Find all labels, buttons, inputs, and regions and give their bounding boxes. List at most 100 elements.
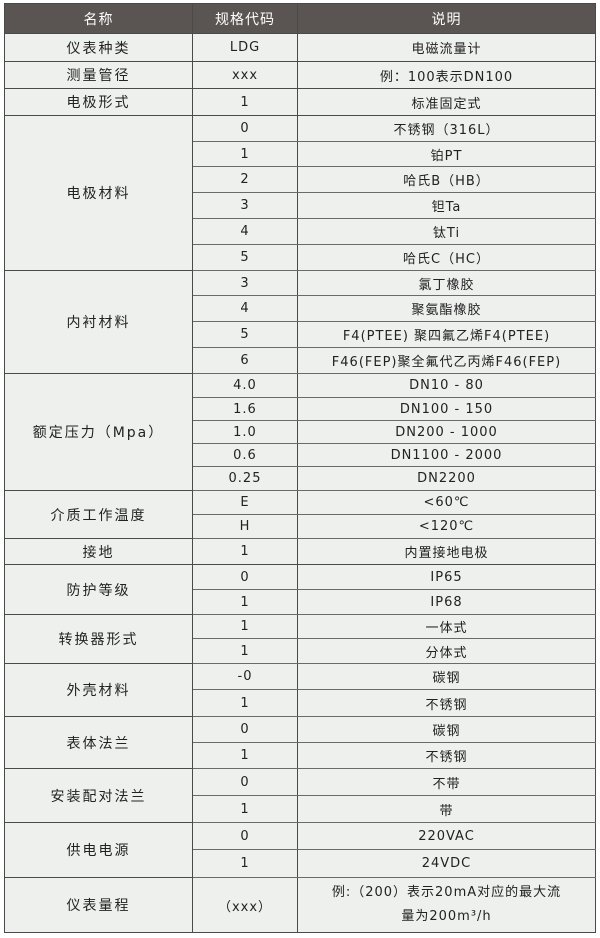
spec-desc-cell: DN2200 — [297, 466, 596, 491]
spec-name-cell: 外壳材料 — [4, 663, 193, 717]
spec-code-cell: 3 — [192, 270, 298, 296]
header-desc: 说明 — [297, 3, 596, 34]
spec-desc-cell: IP68 — [297, 589, 596, 615]
spec-code-cell: xxx — [192, 61, 298, 89]
spec-code-cell: 1.0 — [192, 420, 298, 444]
table-row: 仪表种类 LDG 电磁流量计 — [4, 33, 596, 62]
header-row: 名称 规格代码 说明 — [4, 3, 596, 34]
spec-code-cell: 1 — [192, 849, 298, 878]
table-row: 0.25 DN2200 — [5, 466, 596, 491]
spec-code-cell: LDG — [192, 33, 298, 62]
spec-desc-cell: 钛Ti — [297, 218, 596, 245]
spec-desc-cell: 标准固定式 — [297, 88, 596, 116]
spec-code-cell: 5 — [192, 321, 298, 348]
spec-name-cell: 仪表量程 — [4, 877, 193, 933]
spec-desc-cell: 一体式 — [297, 614, 596, 639]
spec-code-cell: 1 — [192, 614, 298, 639]
spec-code-cell: E — [192, 490, 298, 515]
table-row: 供电电源 0 220VAC — [4, 822, 596, 878]
spec-code-cell: H — [192, 514, 298, 539]
spec-desc-cell: IP65 — [297, 564, 596, 590]
table-row: 电极形式 1 标准固定式 — [4, 88, 596, 116]
spec-desc-cell: 聚氨酯橡胶 — [297, 295, 596, 322]
spec-code-cell: 1 — [192, 538, 298, 565]
spec-desc-cell: 不锈钢 — [297, 689, 596, 717]
spec-code-cell: 0 — [192, 716, 298, 743]
spec-name-cell: 安装配对法兰 — [4, 768, 193, 823]
spec-name-cell: 接地 — [4, 538, 193, 565]
spec-desc-cell: 例：100表示DN100 — [297, 61, 596, 89]
table-row: 转换器形式 1 一体式 — [4, 614, 596, 664]
spec-desc-cell: DN1100 - 2000 — [297, 443, 596, 467]
spec-desc-cell: 例:（200）表示20mA对应的最大流量为200m³/h — [297, 877, 596, 933]
spec-name-cell: 内衬材料 — [4, 270, 193, 374]
spec-desc-cell: F46(FEP)聚全氟代乙丙烯F46(FEP) — [297, 347, 596, 374]
table-row: 电极材料 0 不锈钢（316L） — [4, 115, 596, 271]
spec-name-cell: 电极材料 — [4, 115, 193, 271]
spec-code-cell: 0 — [192, 768, 298, 796]
spec-name-cell: 测量管径 — [4, 61, 193, 89]
spec-code-cell: 1.6 — [192, 397, 298, 421]
spec-desc-cell: DN10 - 80 — [297, 373, 596, 398]
table-row: 0.6 DN1100 - 2000 — [5, 443, 596, 467]
spec-code-cell: 3 — [192, 192, 298, 219]
spec-desc-cell: DN100 - 150 — [297, 397, 596, 421]
spec-name-cell: 额定压力（Mpa） — [4, 373, 193, 491]
spec-desc-cell: 带 — [297, 795, 596, 823]
table-row: 外壳材料 -0 碳钢 — [4, 663, 596, 717]
table-row: 5 哈氏C（HC） — [5, 244, 596, 271]
table-row: 5 F4(PTEE) 聚四氟乙烯F4(PTEE) — [5, 321, 596, 348]
spec-desc-cell: 不锈钢（316L） — [297, 115, 596, 142]
spec-desc-cell: <120℃ — [297, 514, 596, 539]
spec-name-cell: 介质工作温度 — [4, 490, 193, 539]
spec-code-cell: 0.25 — [192, 466, 298, 491]
header-code: 规格代码 — [192, 3, 298, 34]
table-row: 内衬材料 3 氯丁橡胶 — [4, 270, 596, 374]
spec-code-cell: 1 — [192, 589, 298, 615]
spec-desc-cell: 220VAC — [297, 822, 596, 850]
table-row: H <120℃ — [5, 514, 596, 539]
spec-desc-cell: 哈氏B（HB） — [297, 166, 596, 193]
spec-desc-cell: 不带 — [297, 768, 596, 796]
spec-code-cell: （xxx） — [192, 877, 298, 933]
spec-desc-cell: 哈氏C（HC） — [297, 244, 596, 271]
spec-desc-cell: 钽Ta — [297, 192, 596, 219]
table-row: 介质工作温度 E <60℃ — [4, 490, 596, 539]
spec-desc-cell: <60℃ — [297, 490, 596, 515]
spec-code-cell: 1 — [192, 742, 298, 769]
spec-desc-cell: 氯丁橡胶 — [297, 270, 596, 296]
spec-desc-cell: F4(PTEE) 聚四氟乙烯F4(PTEE) — [297, 321, 596, 348]
table-row: 3 钽Ta — [5, 192, 596, 219]
spec-code-cell: 1 — [192, 638, 298, 664]
spec-code-cell: 0 — [192, 115, 298, 142]
spec-name-cell: 仪表种类 — [4, 33, 193, 62]
spec-name-cell: 供电电源 — [4, 822, 193, 878]
table-row: 2 哈氏B（HB） — [5, 166, 596, 193]
spec-code-cell: 0.6 — [192, 443, 298, 467]
table-row: 1 不锈钢 — [5, 742, 596, 769]
spec-desc-cell: 碳钢 — [297, 663, 596, 690]
table-row: 仪表量程 （xxx） 例:（200）表示20mA对应的最大流量为200m³/h — [4, 877, 596, 933]
spec-code-cell: 0 — [192, 564, 298, 590]
spec-code-cell: 0 — [192, 822, 298, 850]
spec-code-cell: 6 — [192, 347, 298, 374]
spec-name-cell: 转换器形式 — [4, 614, 193, 664]
spec-name-cell: 电极形式 — [4, 88, 193, 116]
table-row: 1.0 DN200 - 1000 — [5, 420, 596, 444]
header-name: 名称 — [4, 3, 193, 34]
table-row: 表体法兰 0 碳钢 — [4, 716, 596, 769]
table-row: 6 F46(FEP)聚全氟代乙丙烯F46(FEP) — [5, 347, 596, 374]
spec-name-cell: 表体法兰 — [4, 716, 193, 769]
table-row: 额定压力（Mpa） 4.0 DN10 - 80 — [4, 373, 596, 491]
spec-desc-cell: 铂PT — [297, 141, 596, 167]
table-row: 4 钛Ti — [5, 218, 596, 245]
spec-table: 名称 规格代码 说明 仪表种类 LDG 电磁流量计 测量管径 xxx 例：100表示DN1… — [4, 3, 596, 933]
spec-code-cell: 4 — [192, 295, 298, 322]
spec-desc-cell: 电磁流量计 — [297, 33, 596, 62]
spec-desc-cell: 24VDC — [297, 849, 596, 878]
table-row: 4 聚氨酯橡胶 — [5, 295, 596, 322]
spec-code-cell: 5 — [192, 244, 298, 271]
spec-code-cell: 4.0 — [192, 373, 298, 398]
spec-code-cell: 1 — [192, 141, 298, 167]
table-row: 1 24VDC — [5, 849, 596, 878]
